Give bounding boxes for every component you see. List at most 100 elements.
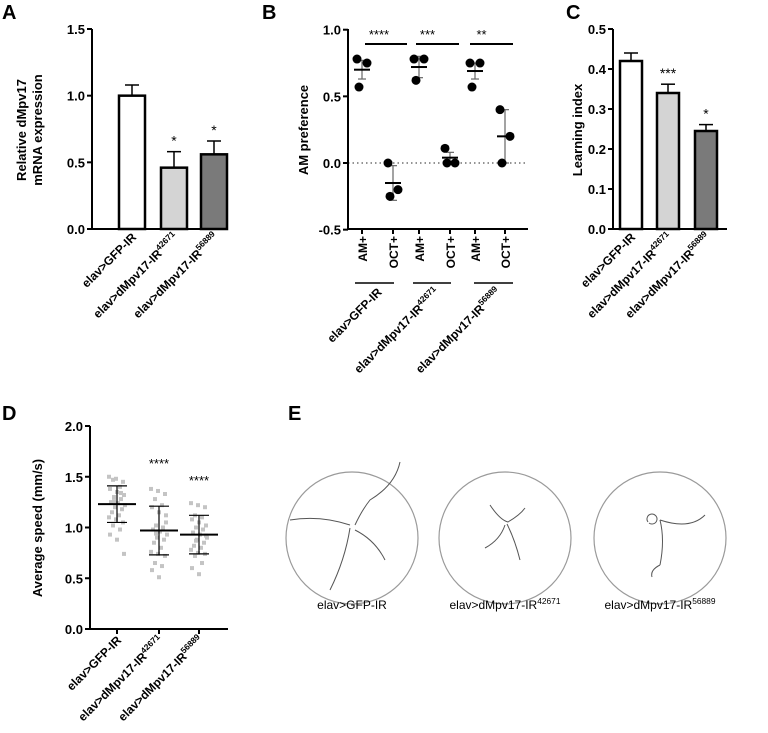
- data-point: [117, 513, 121, 518]
- y-tick-label: 0.4: [588, 62, 607, 77]
- significance-label: *: [703, 106, 709, 122]
- significance-label: ***: [660, 65, 677, 81]
- data-point: [497, 158, 507, 168]
- data-point: [189, 547, 193, 552]
- y-tick-label: 0.0: [588, 222, 606, 237]
- data-point: [190, 517, 194, 522]
- data-point: [204, 533, 208, 538]
- arena-circle: [438, 471, 572, 605]
- label-base: elav>dMpv17-IR: [604, 598, 692, 612]
- data-point: [110, 510, 114, 515]
- data-point: [119, 497, 123, 502]
- data-point: [111, 477, 115, 482]
- y-tick-label: 1.5: [65, 470, 83, 485]
- data-point: [112, 499, 116, 504]
- arena-label: elav>dMpv17-IR42671: [449, 596, 560, 612]
- data-point: [159, 545, 163, 550]
- data-point: [161, 525, 165, 530]
- y-tick-label: 1.0: [323, 23, 341, 38]
- label-base: elav>dMpv17-IR: [622, 246, 697, 321]
- data-point: [118, 527, 122, 532]
- condition-label: AM+: [469, 236, 483, 262]
- data-point: [393, 185, 403, 195]
- data-point: [352, 54, 362, 64]
- arena-label: elav>dMpv17-IR56889: [604, 596, 715, 612]
- data-point: [411, 75, 421, 85]
- y-tick-label: 1.5: [67, 22, 85, 37]
- data-point: [115, 537, 119, 542]
- data-point: [197, 572, 201, 577]
- y-axis-title: Relative dMpv17: [14, 79, 29, 181]
- data-point: [495, 105, 505, 115]
- label-superscript: 42671: [414, 284, 438, 308]
- y-axis-title: Learning index: [570, 83, 585, 176]
- y-axis-title: Average speed (mm/s): [30, 459, 45, 597]
- data-point: [442, 158, 452, 168]
- data-point: [118, 484, 122, 489]
- y-axis-title: mRNA expression: [30, 74, 45, 186]
- y-tick-label: 0.5: [65, 571, 83, 586]
- data-point: [107, 515, 111, 520]
- y-tick-label: 1.0: [65, 521, 83, 536]
- y-tick-label: 0.3: [588, 102, 606, 117]
- data-point: [162, 537, 166, 542]
- significance-label: **: [476, 27, 486, 42]
- data-point: [163, 492, 167, 497]
- panel-letter-D: D: [2, 403, 16, 425]
- condition-label: OCT+: [499, 236, 513, 268]
- data-point: [108, 486, 112, 491]
- trajectory-path: [646, 513, 658, 525]
- panel-A: elav>GFP-IR*elav>dMpv17-IR42671*elav>dMp…: [14, 22, 229, 321]
- y-tick-label: -0.5: [319, 223, 341, 238]
- label-base: elav>GFP-IR: [324, 285, 384, 345]
- panel-letter-C: C: [566, 2, 580, 24]
- panel-E: elav>GFP-IR elav>dMpv17-IR42671 elav>dMpv1…: [285, 461, 727, 612]
- significance-label: *: [171, 133, 177, 149]
- significance-label: ****: [189, 473, 209, 488]
- data-point: [202, 540, 206, 545]
- data-point: [150, 568, 154, 573]
- bar: [618, 59, 644, 231]
- label-base: elav>dMpv17-IR: [584, 246, 659, 321]
- data-point: [450, 158, 460, 168]
- data-point: [190, 566, 194, 571]
- data-point: [204, 523, 208, 528]
- data-point: [194, 538, 198, 543]
- panel-letter-B: B: [262, 2, 276, 24]
- significance-label: ****: [149, 456, 169, 471]
- data-point: [362, 58, 372, 68]
- y-tick-label: 0.5: [67, 155, 85, 170]
- panel-C: elav>GFP-IR***elav>dMpv17-IR42671*elav>d…: [570, 22, 727, 321]
- trajectory-path: [659, 519, 663, 566]
- data-point: [158, 529, 162, 534]
- label-superscript: 56889: [685, 229, 709, 253]
- data-point: [154, 531, 158, 536]
- data-point: [205, 535, 209, 540]
- y-tick-label: 0.5: [588, 22, 606, 37]
- data-point: [112, 495, 116, 500]
- data-point: [152, 540, 156, 545]
- data-point: [383, 158, 393, 168]
- data-point: [113, 505, 117, 510]
- data-point: [194, 525, 198, 530]
- panel-B: AM+ OCT+ AM+ OCT+ AM+ OCT+**** *** **elav>GFP-I…: [296, 23, 528, 376]
- y-tick-label: 0.1: [588, 182, 606, 197]
- panel-D: elav>GFP-IR****elav>dMpv17-IR42671****el…: [30, 419, 228, 724]
- y-tick-label: 0.0: [65, 622, 83, 637]
- label-base: elav>dMpv17-IR: [449, 598, 537, 612]
- data-point: [201, 527, 205, 532]
- trajectory-path: [354, 529, 386, 561]
- trajectory-path: [506, 523, 521, 561]
- bar: [199, 153, 229, 231]
- data-point: [203, 505, 207, 510]
- y-tick-label: 0.0: [67, 222, 85, 237]
- trajectory-path: [329, 527, 351, 591]
- data-point: [467, 82, 477, 92]
- condition-label: AM+: [356, 236, 370, 262]
- significance-label: *: [211, 122, 217, 138]
- data-point: [107, 474, 111, 479]
- significance-label: ***: [420, 27, 435, 42]
- data-point: [440, 143, 450, 153]
- arena-label: elav>GFP-IR: [317, 598, 387, 612]
